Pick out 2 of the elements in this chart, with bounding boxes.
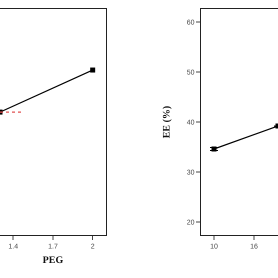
y-axis-title: EE (%)	[162, 106, 173, 138]
x-axis-title: PEG	[42, 255, 64, 266]
